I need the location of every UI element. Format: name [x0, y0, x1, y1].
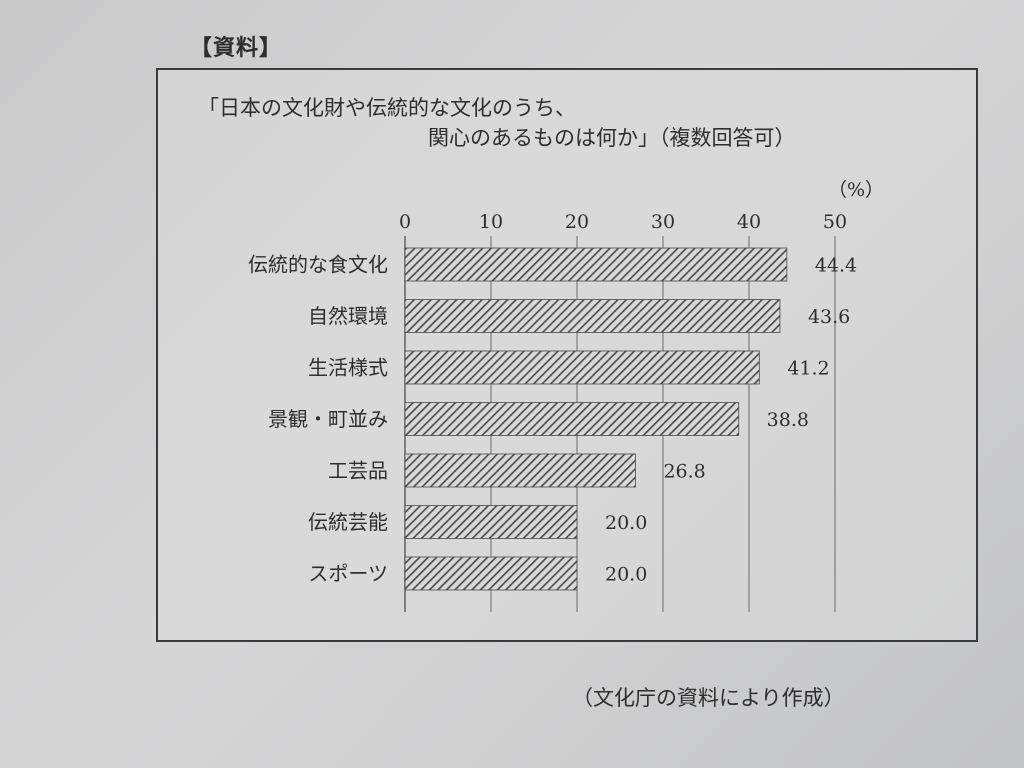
tick-label-50: 50: [823, 211, 847, 233]
bar-4: [404, 453, 636, 488]
bars: [404, 247, 788, 591]
value-label-6: 20.0: [605, 564, 647, 586]
category-label-0: 伝統的な食文化: [248, 253, 388, 277]
bar-1: [404, 299, 781, 333]
value-label-2: 41.2: [787, 358, 829, 380]
category-label-1: 自然環境: [308, 304, 388, 328]
tick-label-30: 30: [651, 211, 675, 233]
value-label-0: 44.4: [815, 255, 857, 277]
value-label-3: 38.8: [767, 409, 809, 431]
tick-label-20: 20: [565, 211, 589, 233]
tick-label-10: 10: [479, 211, 503, 233]
value-label-5: 20.0: [605, 512, 647, 534]
bar-5: [404, 505, 578, 539]
bar-2: [404, 350, 760, 385]
category-label-6: スポーツ: [308, 562, 388, 586]
chart-title-line2: 関心のあるものは何か」（複数回答可）: [428, 126, 796, 150]
value-labels: 44.4 43.6 41.2 38.8 26.8 20.0 20.0: [605, 255, 857, 586]
value-label-1: 43.6: [808, 306, 850, 328]
source-note: （文化庁の資料により作成）: [572, 686, 845, 710]
category-label-4: 工芸品: [328, 459, 388, 483]
unit-label: （%）: [828, 179, 884, 201]
tick-label-0: 0: [399, 211, 411, 233]
tick-label-40: 40: [737, 211, 761, 233]
category-label-3: 景観・町並み: [268, 407, 388, 431]
bar-3: [404, 402, 740, 436]
tick-labels: 0 10 20 30 40 50: [399, 211, 847, 233]
bar-6: [404, 556, 578, 591]
value-label-4: 26.8: [663, 461, 705, 483]
category-label-2: 生活様式: [308, 356, 388, 380]
chart-title-line1: 「日本の文化財や伝統的な文化のうち、: [198, 96, 576, 120]
bar-0: [404, 247, 788, 282]
header-label: 【資料】: [190, 36, 283, 61]
category-label-5: 伝統芸能: [308, 510, 388, 534]
